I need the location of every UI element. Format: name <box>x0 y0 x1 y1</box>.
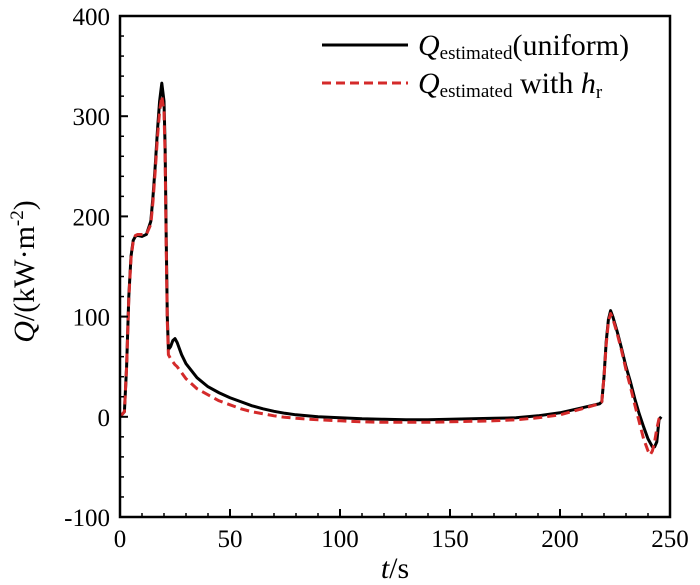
series-line-2 <box>120 94 663 457</box>
x-tick-label: 0 <box>114 526 127 553</box>
y-tick-label: 400 <box>73 4 111 31</box>
y-axis-unit-exponent: -2 <box>7 210 28 226</box>
plot-frame <box>118 14 672 519</box>
x-axis-var: t <box>381 552 390 585</box>
x-tick-label: 100 <box>321 526 359 553</box>
y-axis-unit-close: ) <box>8 200 41 210</box>
legend: Qestimated(uniform)Qestimated with hr <box>322 29 629 103</box>
x-tick-label: 250 <box>651 526 689 553</box>
y-axis-var: Q <box>8 321 41 343</box>
legend-label-2: Qestimated with hr <box>418 67 603 103</box>
y-axis: -100 0 100 200 300 400 <box>64 4 128 532</box>
y-axis-unit: /(kW·m <box>8 226 41 321</box>
x-axis: 0 50 100 150 200 250 <box>114 509 689 553</box>
y-tick-label: 0 <box>98 405 111 432</box>
x-axis-label: t/s <box>381 552 409 585</box>
legend-label-1: Qestimated(uniform) <box>418 29 629 64</box>
y-tick-label: -100 <box>64 505 110 532</box>
y-axis-label: Q/(kW·m-2) <box>7 200 41 342</box>
series-layer <box>120 81 663 457</box>
y-tick-label: 200 <box>73 204 111 231</box>
y-tick-label: 100 <box>73 305 111 332</box>
series-line-1 <box>120 81 663 449</box>
y-tick-label: 300 <box>73 104 111 131</box>
x-axis-unit: /s <box>389 552 409 585</box>
x-tick-label: 200 <box>541 526 579 553</box>
x-tick-label: 150 <box>431 526 469 553</box>
x-tick-label: 50 <box>218 526 243 553</box>
plot-area <box>118 14 672 519</box>
